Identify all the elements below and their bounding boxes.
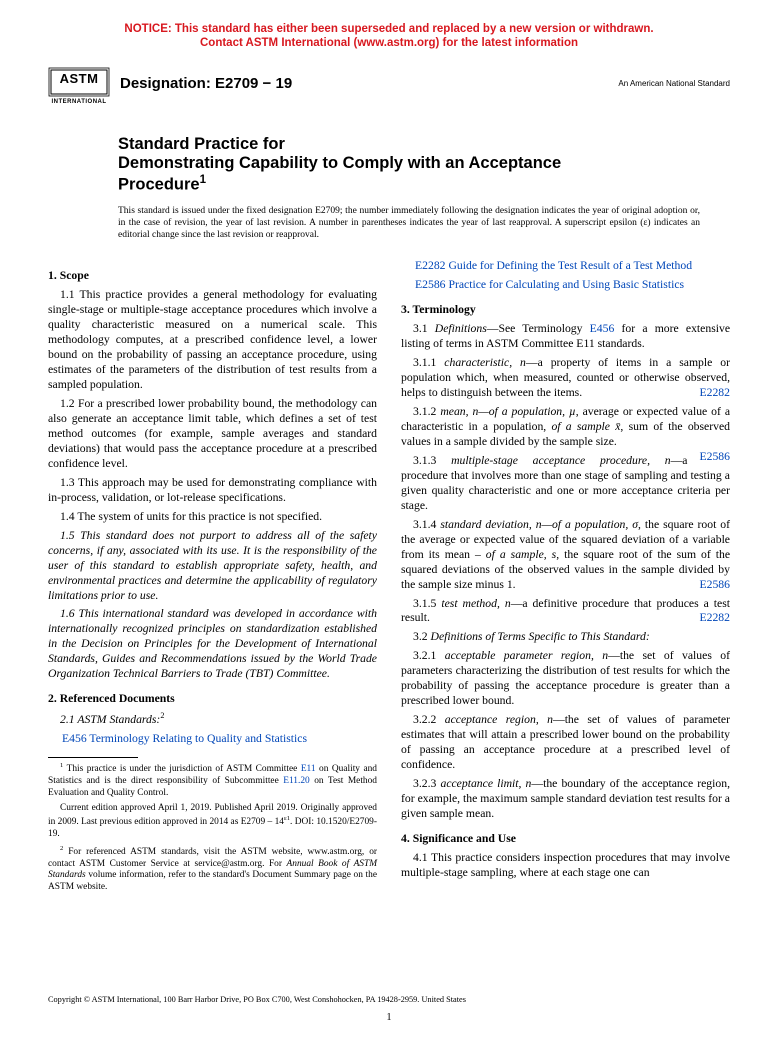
link-e2586[interactable]: E2586 [415, 278, 446, 291]
link-e2282-title[interactable]: Guide for Defining the Test Result of a … [446, 259, 693, 272]
body-columns: 1. Scope 1.1 This practice provides a ge… [48, 259, 730, 898]
para-3-1-3: 3.1.3 multiple-stage acceptance procedur… [401, 454, 730, 514]
link-e456-title[interactable]: Terminology Relating to Quality and Stat… [87, 732, 307, 745]
link-e2586-ref1[interactable]: E2586 [687, 450, 730, 465]
link-e456[interactable]: E456 [62, 732, 87, 745]
footnote-rule [48, 757, 138, 758]
header-row: ASTM INTERNATIONAL Designation: E2709 − … [48, 57, 730, 111]
notice-line-1: NOTICE: This standard has either been su… [124, 23, 653, 35]
para-3-1-4: 3.1.4 standard deviation, n—of a populat… [401, 518, 730, 593]
para-1-5: 1.5 This standard does not purport to ad… [48, 529, 377, 604]
title-line-2: Demonstrating Capability to Comply with … [118, 154, 561, 172]
link-e11[interactable]: E11 [301, 764, 316, 774]
ref-e2586: E2586 Practice for Calculating and Using… [415, 278, 730, 293]
footnotes: 1 This practice is under the jurisdictio… [48, 757, 377, 894]
para-3-2-2: 3.2.2 acceptance region, n—the set of va… [401, 713, 730, 773]
notice-line-2: Contact ASTM International (www.astm.org… [200, 37, 578, 49]
para-3-1-2: 3.1.2 mean, n—of a population, µ, averag… [401, 405, 730, 450]
link-e2282-ref2[interactable]: E2282 [687, 611, 730, 626]
para-3-2-3: 3.2.3 acceptance limit, n—the boundary o… [401, 777, 730, 822]
logo-subtext: INTERNATIONAL [51, 99, 106, 105]
logo-text: ASTM [60, 72, 99, 85]
para-1-4: 1.4 The system of units for this practic… [48, 510, 377, 525]
para-3-2-1: 3.2.1 acceptable parameter region, n—the… [401, 649, 730, 709]
para-1-3: 1.3 This approach may be used for demons… [48, 476, 377, 506]
section-head-terminology: 3. Terminology [401, 303, 730, 318]
right-column: E2282 Guide for Defining the Test Result… [401, 259, 730, 898]
para-3-2: 3.2 Definitions of Terms Specific to Thi… [401, 630, 730, 645]
para-3-1-5: 3.1.5 test method, n—a definitive proced… [401, 597, 730, 627]
designation-label: Designation: E2709 − 19 [120, 75, 292, 92]
notice-banner: NOTICE: This standard has either been su… [48, 22, 730, 51]
section-head-refdocs: 2. Referenced Documents [48, 692, 377, 707]
intro-paragraph: This standard is issued under the fixed … [118, 205, 700, 241]
title-block: Standard Practice for Demonstrating Capa… [118, 135, 700, 195]
link-e11-20[interactable]: E11.20 [283, 776, 309, 786]
link-e2282[interactable]: E2282 [415, 259, 446, 272]
para-1-1: 1.1 This practice provides a general met… [48, 288, 377, 393]
footnote-1b: Current edition approved April 1, 2019. … [48, 803, 377, 840]
link-e2586-title[interactable]: Practice for Calculating and Using Basic… [446, 278, 685, 291]
title-line-1: Standard Practice for [118, 135, 285, 153]
para-4-1: 4.1 This practice considers inspection p… [401, 851, 730, 881]
left-column: 1. Scope 1.1 This practice provides a ge… [48, 259, 377, 898]
link-e2586-ref2[interactable]: E2586 [687, 578, 730, 593]
title-footnote-ref: 1 [200, 174, 206, 186]
refdocs-sub: 2.1 ASTM Standards: [60, 713, 160, 726]
refdocs-footnote-ref: 2 [160, 711, 164, 720]
link-e456-inline[interactable]: E456 [590, 322, 615, 335]
para-1-6: 1.6 This international standard was deve… [48, 607, 377, 682]
para-3-1: 3.1 Definitions—See Terminology E456 for… [401, 322, 730, 352]
ref-e2282: E2282 Guide for Defining the Test Result… [415, 259, 730, 274]
title-line-3: Procedure [118, 175, 200, 193]
astm-logo: ASTM INTERNATIONAL [48, 57, 110, 111]
ref-e456: E456 Terminology Relating to Quality and… [62, 732, 377, 747]
para-3-1-1: 3.1.1 characteristic, n—a property of it… [401, 356, 730, 401]
para-2-1: 2.1 ASTM Standards:2 [48, 711, 377, 728]
page: NOTICE: This standard has either been su… [0, 0, 778, 1041]
footnote-1: 1 This practice is under the jurisdictio… [48, 762, 377, 799]
link-e2282-ref[interactable]: E2282 [687, 386, 730, 401]
section-head-significance: 4. Significance and Use [401, 832, 730, 847]
national-standard-label: An American National Standard [618, 79, 730, 88]
page-number: 1 [48, 1012, 730, 1023]
section-head-scope: 1. Scope [48, 269, 377, 284]
page-footer: Copyright © ASTM International, 100 Barr… [48, 995, 730, 1023]
copyright-line: Copyright © ASTM International, 100 Barr… [48, 995, 730, 1004]
document-title: Standard Practice for Demonstrating Capa… [118, 135, 700, 195]
footnote-2: 2 For referenced ASTM standards, visit t… [48, 845, 377, 894]
para-1-2: 1.2 For a prescribed lower probability b… [48, 397, 377, 472]
